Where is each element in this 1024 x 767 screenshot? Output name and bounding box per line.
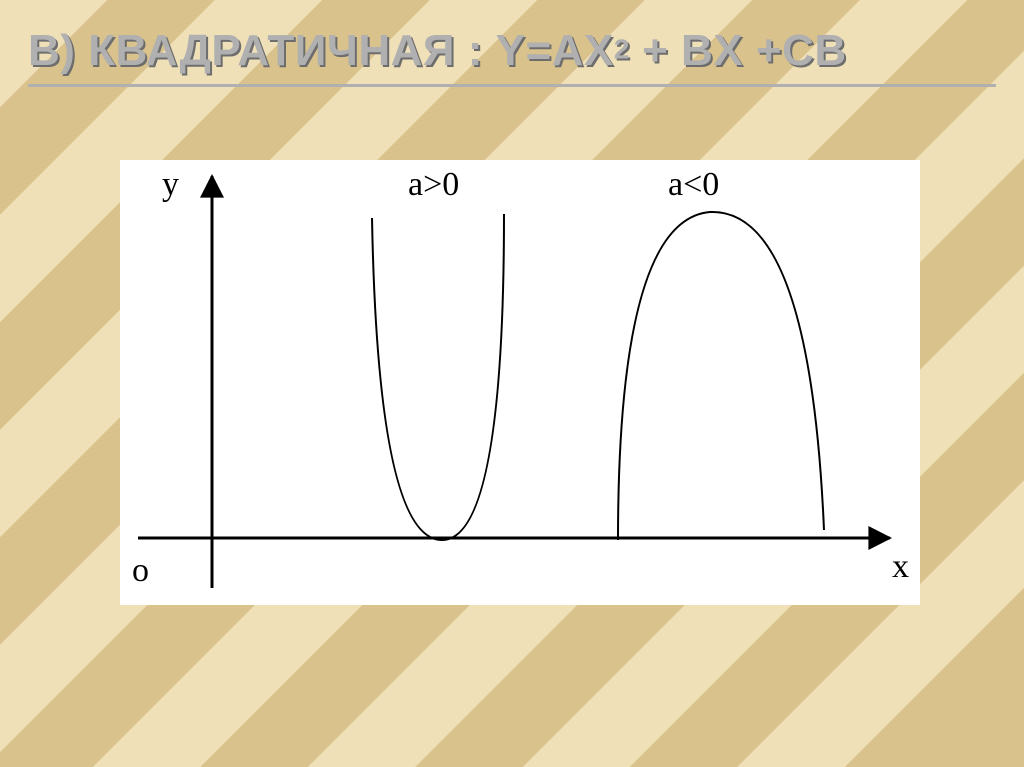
origin-label: o <box>132 552 149 590</box>
title-prefix: В) КВАДРАТИЧНАЯ : Y=AX <box>28 26 614 75</box>
slide: В) КВАДРАТИЧНАЯ : Y=AX2 + BX +CВ y x o a… <box>0 0 1024 767</box>
title-suffix: + BX +CВ <box>629 26 846 75</box>
y-axis-label: y <box>162 166 179 204</box>
parabola-diagram <box>120 160 920 605</box>
x-axis-label: x <box>892 548 909 586</box>
chart-area: y x o a>0 a<0 <box>120 160 920 605</box>
annotation-a-negative: a<0 <box>668 166 719 204</box>
annotation-a-positive: a>0 <box>408 166 459 204</box>
title-underline: В) КВАДРАТИЧНАЯ : Y=AX2 + BX +CВ <box>28 26 996 87</box>
title-superscript: 2 <box>614 34 630 65</box>
